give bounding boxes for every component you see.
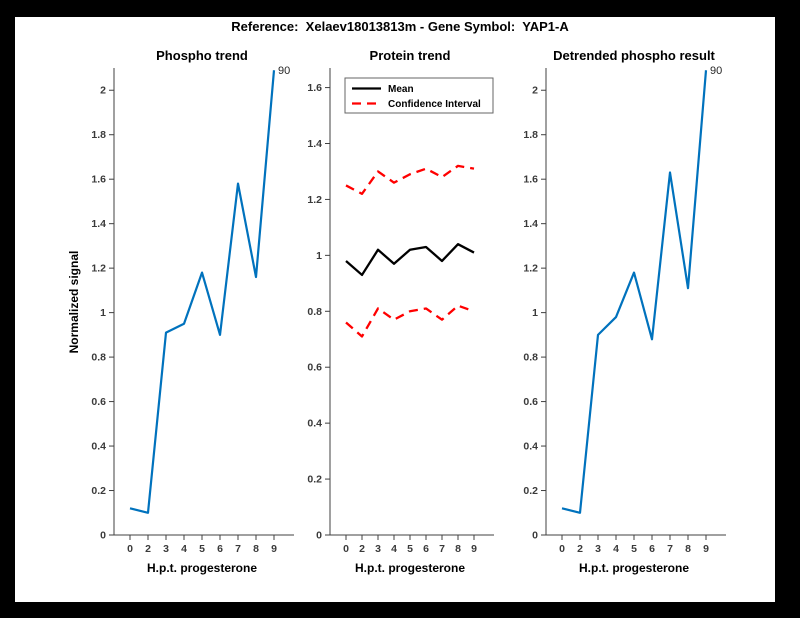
subplot-axes-1: 0 2 3 4 5 6 7 8 900.20.40.60.811.21.41.61.82 — [91, 68, 294, 555]
x-tick-label: 3 — [163, 543, 169, 555]
subplot-axes-2: 0 2 3 4 5 6 7 8 900.20.40.60.811.21.41.6 — [307, 68, 494, 555]
y-tick-label: 0.4 — [91, 441, 106, 453]
y-tick-label: 1.6 — [307, 82, 322, 94]
series-detrended-signal — [561, 70, 708, 514]
y-tick-label: 1.4 — [91, 218, 106, 230]
x-tick-label: 3 — [595, 543, 601, 555]
legend: Mean Confidence Interval — [344, 77, 494, 114]
y-tick-label: 0.8 — [91, 352, 106, 364]
y-tick-label: 1.4 — [307, 138, 322, 150]
x-tick-label: 2 — [359, 543, 365, 555]
y-tick-label: 1 — [100, 307, 106, 319]
series-mean — [345, 243, 475, 277]
endpoint-annotation: 90 — [278, 65, 290, 77]
y-tick-label: 2 — [100, 85, 106, 97]
series-confidence-interval-upper — [345, 164, 475, 195]
y-tick-label: 1.2 — [307, 194, 322, 206]
x-tick-label: 0 — [343, 543, 349, 555]
y-tick-label: 0.6 — [91, 396, 106, 408]
x-tick-label: 7 — [667, 543, 673, 555]
y-tick-label: 1.8 — [523, 129, 538, 141]
y-tick-label: 1 — [532, 307, 538, 319]
y-tick-label: 0.4 — [523, 441, 538, 453]
subplot3-title: Detrended phospho result — [553, 48, 715, 63]
x-tick-label: 0 — [127, 543, 133, 555]
endpoint-annotation: 90 — [710, 65, 722, 77]
x-tick-label: 0 — [559, 543, 565, 555]
x-tick-label: 5 — [199, 543, 205, 555]
legend-ci-label: Confidence Interval — [388, 99, 481, 110]
subplot3-xlabel: H.p.t. progesterone — [579, 561, 689, 575]
y-tick-label: 0.2 — [91, 485, 106, 497]
y-tick-label: 0.8 — [523, 352, 538, 364]
y-tick-label: 1.6 — [91, 174, 106, 186]
x-tick-label: 4 — [181, 543, 187, 555]
x-tick-label: 7 — [235, 543, 241, 555]
y-tick-label: 1.2 — [523, 263, 538, 275]
x-tick-label: 6 — [649, 543, 655, 555]
y-tick-label: 1.6 — [523, 174, 538, 186]
y-tick-label: 1.8 — [91, 129, 106, 141]
y-tick-label: 2 — [532, 85, 538, 97]
x-tick-label: 6 — [423, 543, 429, 555]
x-tick-label: 4 — [613, 543, 619, 555]
x-tick-label: 6 — [217, 543, 223, 555]
x-tick-label: 8 — [455, 543, 461, 555]
x-tick-label: 8 — [253, 543, 259, 555]
x-tick-label: 2 — [145, 543, 151, 555]
subplot1-xlabel: H.p.t. progesterone — [147, 561, 257, 575]
x-tick-label: 2 — [577, 543, 583, 555]
y-tick-label: 1.2 — [91, 263, 106, 275]
x-tick-label: 5 — [407, 543, 413, 555]
subplot1-ylabel: Normalized signal — [67, 251, 81, 354]
series-layer: 90 90 — [129, 65, 722, 514]
subplot2-xlabel: H.p.t. progesterone — [355, 561, 465, 575]
x-tick-label: 9 — [703, 543, 709, 555]
y-tick-label: 0.2 — [523, 485, 538, 497]
axes-layer: 0 2 3 4 5 6 7 8 900.20.40.60.811.21.41.61.820 2 3 4… — [91, 68, 726, 555]
x-tick-label: 9 — [271, 543, 277, 555]
subplot1-title: Phospho trend — [156, 48, 248, 63]
subplot-series-1: 90 — [129, 65, 290, 514]
subplot-series-3: 90 — [561, 65, 722, 514]
x-tick-label: 5 — [631, 543, 637, 555]
x-tick-label: 9 — [471, 543, 477, 555]
y-tick-label: 0 — [316, 530, 322, 542]
x-tick-label: 7 — [439, 543, 445, 555]
figure-title: Reference: Xelaev18013813m - Gene Symbol… — [231, 19, 569, 34]
y-tick-label: 0.6 — [523, 396, 538, 408]
x-tick-label: 3 — [375, 543, 381, 555]
y-tick-label: 0.6 — [307, 362, 322, 374]
series-confidence-interval-lower — [345, 304, 475, 338]
y-tick-label: 1.4 — [523, 218, 538, 230]
figure-background — [15, 17, 775, 602]
legend-mean-label: Mean — [388, 84, 414, 95]
subplot-axes-3: 0 2 3 4 5 6 7 8 900.20.40.60.811.21.41.61.82 — [523, 68, 726, 555]
y-tick-label: 0.2 — [307, 474, 322, 486]
legend-box — [344, 77, 494, 114]
subplot-series-2 — [345, 164, 475, 338]
y-tick-label: 0 — [532, 530, 538, 542]
x-tick-label: 4 — [391, 543, 397, 555]
y-tick-label: 0.4 — [307, 418, 322, 430]
subplot2-title: Protein trend — [370, 48, 451, 63]
x-tick-label: 8 — [685, 543, 691, 555]
y-tick-label: 0.8 — [307, 306, 322, 318]
y-tick-label: 0 — [100, 530, 106, 542]
series-phospho-signal — [129, 70, 276, 514]
y-tick-label: 1 — [316, 250, 322, 262]
